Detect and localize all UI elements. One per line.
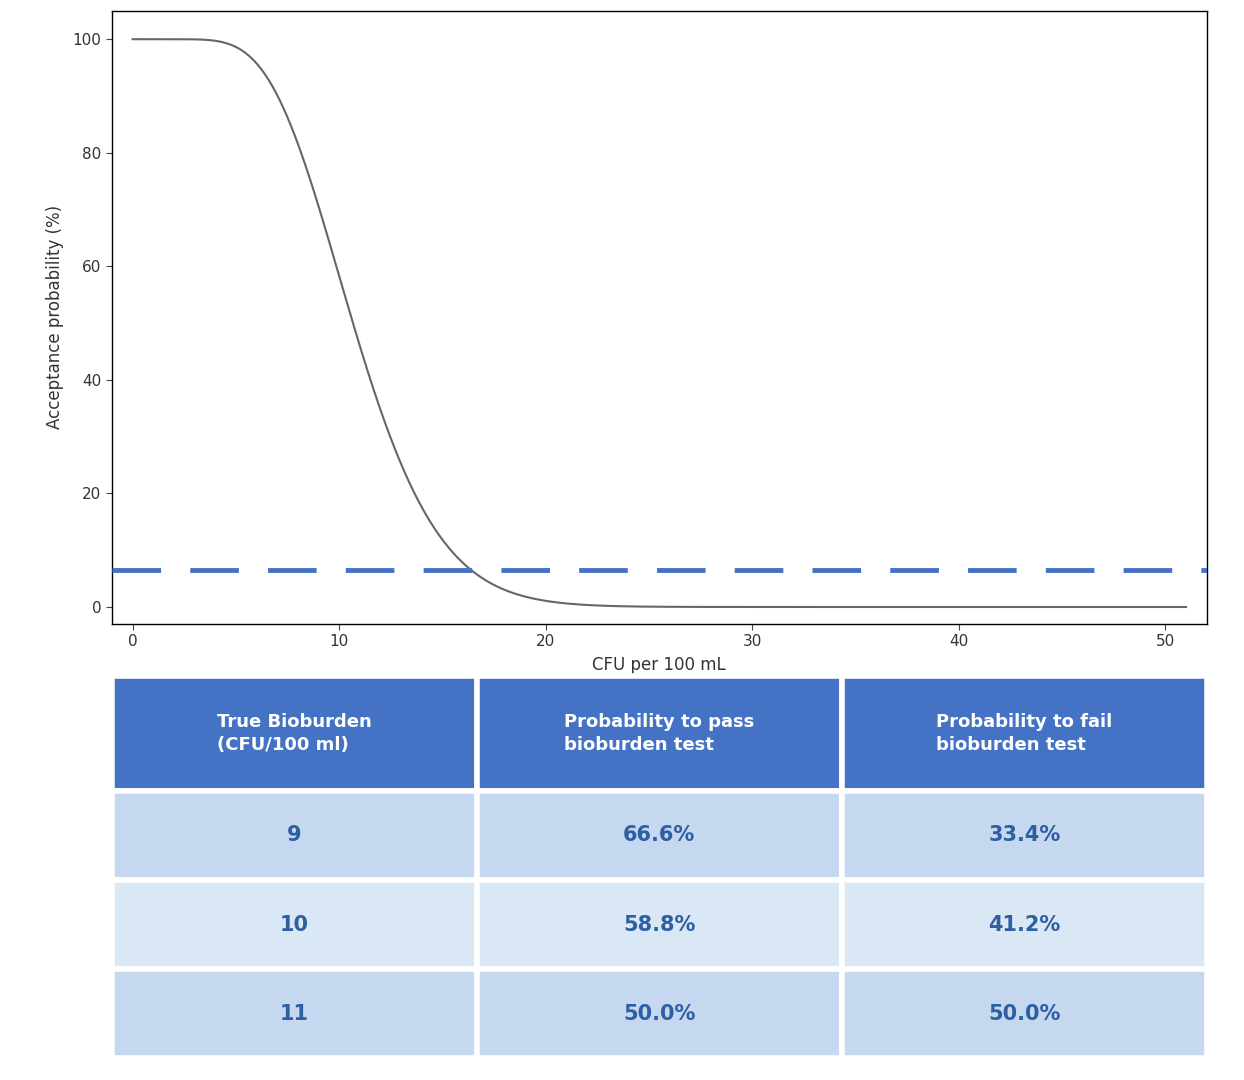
Bar bbox=[112, 791, 476, 880]
Text: 50.0%: 50.0% bbox=[988, 1003, 1060, 1024]
Text: True Bioburden
(CFU/100 ml): True Bioburden (CFU/100 ml) bbox=[216, 713, 372, 754]
Bar bbox=[476, 880, 842, 969]
Bar bbox=[842, 969, 1207, 1058]
Text: 11: 11 bbox=[280, 1003, 309, 1024]
Bar bbox=[842, 676, 1207, 791]
Bar bbox=[476, 969, 842, 1058]
Text: 58.8%: 58.8% bbox=[623, 915, 695, 934]
X-axis label: CFU per 100 mL: CFU per 100 mL bbox=[592, 657, 726, 674]
Bar bbox=[112, 676, 476, 791]
Text: 9: 9 bbox=[287, 825, 302, 846]
Bar bbox=[842, 880, 1207, 969]
Bar bbox=[476, 791, 842, 880]
Bar bbox=[842, 791, 1207, 880]
Text: Probability to fail
bioburden test: Probability to fail bioburden test bbox=[935, 713, 1112, 754]
Text: 10: 10 bbox=[280, 915, 309, 934]
Text: Probability to pass
bioburden test: Probability to pass bioburden test bbox=[565, 713, 754, 754]
Text: 41.2%: 41.2% bbox=[988, 915, 1060, 934]
Text: 33.4%: 33.4% bbox=[988, 825, 1060, 846]
Y-axis label: Acceptance probability (%): Acceptance probability (%) bbox=[46, 205, 65, 430]
Text: 50.0%: 50.0% bbox=[623, 1003, 695, 1024]
Bar bbox=[112, 880, 476, 969]
Bar bbox=[112, 969, 476, 1058]
Text: 66.6%: 66.6% bbox=[623, 825, 695, 846]
Bar bbox=[476, 676, 842, 791]
